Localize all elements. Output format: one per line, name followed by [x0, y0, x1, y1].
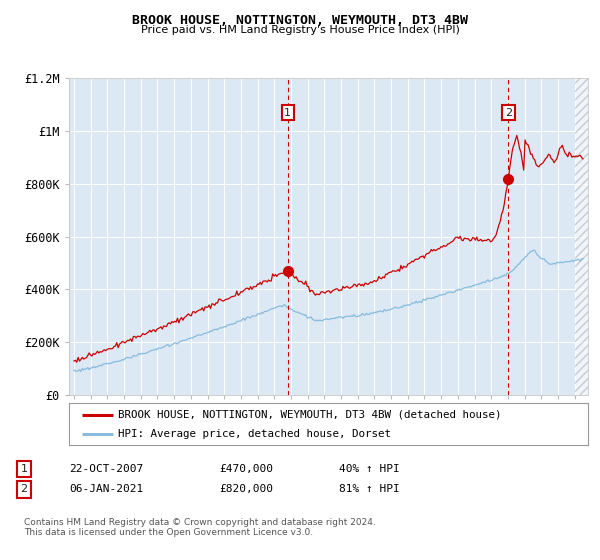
- Text: 06-JAN-2021: 06-JAN-2021: [69, 484, 143, 494]
- Text: £820,000: £820,000: [219, 484, 273, 494]
- Text: 81% ↑ HPI: 81% ↑ HPI: [339, 484, 400, 494]
- Text: 1: 1: [284, 108, 291, 118]
- Text: 1: 1: [20, 464, 28, 474]
- Text: 40% ↑ HPI: 40% ↑ HPI: [339, 464, 400, 474]
- Text: HPI: Average price, detached house, Dorset: HPI: Average price, detached house, Dors…: [118, 429, 391, 439]
- Text: 2: 2: [20, 484, 28, 494]
- Bar: [575, 78, 588, 395]
- Text: BROOK HOUSE, NOTTINGTON, WEYMOUTH, DT3 4BW: BROOK HOUSE, NOTTINGTON, WEYMOUTH, DT3 4…: [132, 13, 468, 27]
- Text: BROOK HOUSE, NOTTINGTON, WEYMOUTH, DT3 4BW (detached house): BROOK HOUSE, NOTTINGTON, WEYMOUTH, DT3 4…: [118, 409, 502, 419]
- Text: £470,000: £470,000: [219, 464, 273, 474]
- Text: Price paid vs. HM Land Registry's House Price Index (HPI): Price paid vs. HM Land Registry's House …: [140, 25, 460, 35]
- Text: 2: 2: [505, 108, 512, 118]
- Text: Contains HM Land Registry data © Crown copyright and database right 2024.
This d: Contains HM Land Registry data © Crown c…: [24, 518, 376, 537]
- Text: 22-OCT-2007: 22-OCT-2007: [69, 464, 143, 474]
